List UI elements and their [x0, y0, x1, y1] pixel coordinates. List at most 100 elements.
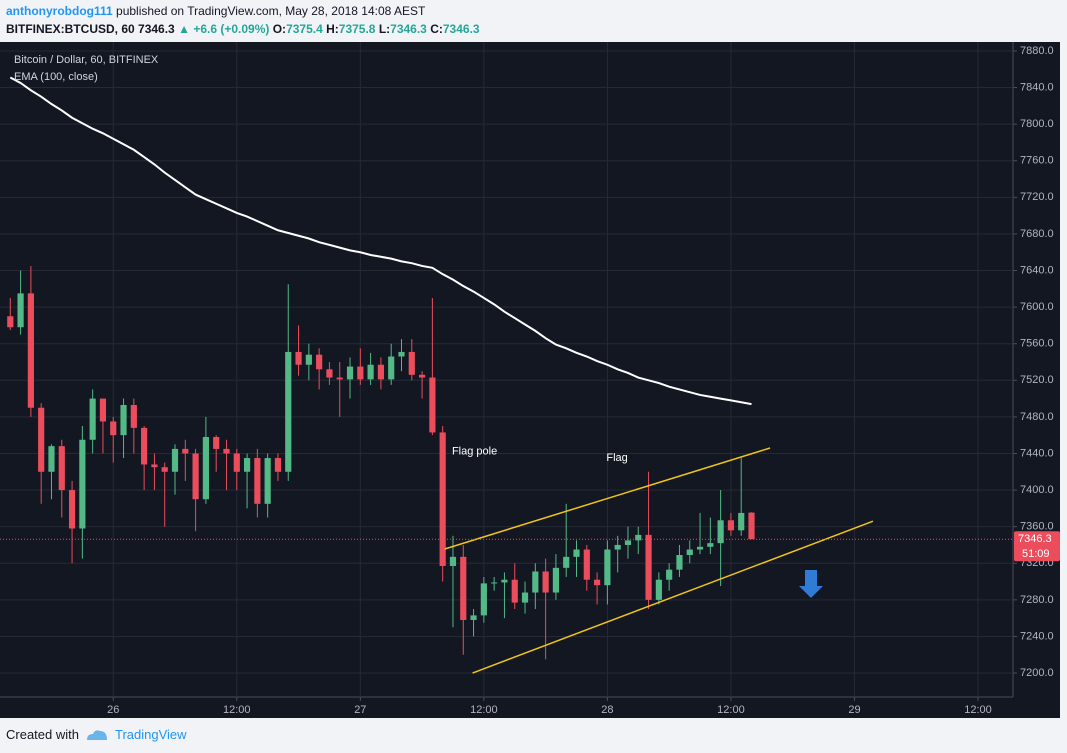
change-arrow: ▲: [178, 22, 190, 36]
candle-body: [480, 583, 487, 616]
close: 7346.3: [442, 22, 480, 36]
candle-body: [511, 579, 518, 603]
candle-body: [192, 453, 199, 500]
candle-body: [202, 437, 209, 500]
candle-body: [254, 458, 261, 504]
candle-body: [99, 398, 107, 422]
y-tick-label: 7200.0: [1020, 667, 1054, 679]
candle-body: [717, 520, 724, 544]
candle-body: [666, 569, 673, 580]
symbol-line: BITFINEX:BTCUSD, 60 7346.3 ▲ +6.6 (+0.09…: [6, 22, 480, 36]
candle-body: [223, 448, 230, 454]
x-tick-label: 27: [354, 704, 366, 716]
candle-body: [635, 534, 642, 541]
candle-body: [398, 351, 405, 357]
y-tick-label: 7360.0: [1020, 521, 1054, 533]
y-tick-label: 7560.0: [1020, 338, 1054, 350]
countdown: 51:09: [1022, 548, 1050, 560]
candle-body: [316, 354, 323, 370]
publisher[interactable]: anthonyrobdog111: [6, 4, 113, 18]
brand[interactable]: TradingView: [114, 727, 187, 742]
candle-body: [58, 446, 65, 491]
chart: 7200.07240.07280.07320.07360.07400.07440…: [0, 42, 1060, 718]
x-tick-label: 26: [107, 704, 119, 716]
high: 7375.8: [338, 22, 376, 36]
candle-body: [377, 364, 384, 380]
candle-body: [27, 293, 34, 408]
candle-body: [79, 439, 86, 529]
y-tick-label: 7720.0: [1020, 191, 1054, 203]
candle-body: [655, 579, 662, 600]
candle-body: [48, 446, 55, 472]
symbol: BITFINEX:BTCUSD, 60: [6, 22, 135, 36]
change: +6.6 (+0.09%): [193, 22, 270, 36]
candle-body: [346, 366, 354, 380]
candle-body: [367, 364, 374, 380]
candle-body: [501, 579, 508, 583]
candle-body: [624, 540, 632, 545]
candle-body: [151, 464, 158, 468]
ema-line: [9, 76, 752, 406]
candle-body: [696, 546, 704, 550]
created: Created with: [6, 727, 79, 742]
y-tick-label: 7520.0: [1020, 374, 1054, 386]
candle-body: [532, 571, 539, 593]
x-tick-label: 12:00: [717, 704, 745, 716]
last: 7346.3: [138, 22, 175, 36]
candle-body: [738, 512, 745, 531]
candle-body: [89, 398, 96, 440]
price-tag: [1014, 531, 1060, 562]
y-tick-label: 7600.0: [1020, 301, 1054, 313]
candle-body: [707, 543, 714, 547]
candle-body: [645, 534, 652, 600]
candle-body: [213, 437, 220, 449]
candle-body: [594, 579, 601, 586]
candle-body: [264, 458, 271, 504]
legend-ema: EMA (100, close): [14, 71, 98, 83]
candle-body: [17, 293, 24, 328]
candle-body: [68, 490, 76, 529]
candle-body: [274, 458, 282, 472]
candle-body: [305, 354, 312, 365]
candle-body: [388, 356, 395, 380]
candle-body: [563, 556, 570, 568]
price-tag-label: 7346.3: [1018, 533, 1052, 545]
candle-body: [161, 467, 168, 472]
y-tick-label: 7840.0: [1020, 81, 1054, 93]
candle-body: [182, 448, 189, 454]
candle-body: [614, 544, 621, 550]
header-line: anthonyrobdog111 published on TradingVie…: [6, 4, 425, 18]
x-tick-label: 28: [601, 704, 613, 716]
candle-body: [285, 351, 292, 472]
y-tick-label: 7240.0: [1020, 630, 1054, 642]
y-tick-label: 7280.0: [1020, 594, 1054, 606]
candle-body: [295, 351, 302, 365]
low: 7346.3: [390, 22, 427, 36]
candle-body: [727, 520, 735, 531]
low-label: L:: [378, 22, 391, 36]
candle-body: [449, 556, 457, 566]
x-tick-label: 12:00: [964, 704, 992, 716]
candle-body: [233, 453, 240, 472]
y-tick-label: 7760.0: [1020, 155, 1054, 167]
candle-body: [470, 615, 477, 620]
candle-body: [120, 404, 127, 436]
x-tick-label: 12:00: [470, 704, 498, 716]
y-tick-label: 7400.0: [1020, 484, 1054, 496]
legend-symbol: Bitcoin / Dollar, 60, BITFINEX: [14, 54, 159, 66]
candle-body: [748, 512, 755, 540]
candle-body: [418, 374, 426, 378]
candle-body: [491, 582, 498, 584]
candle-body: [7, 316, 14, 328]
x-tick-label: 12:00: [223, 704, 251, 716]
candle-body: [552, 567, 560, 593]
candle-body: [336, 377, 343, 380]
candle-body: [676, 555, 683, 570]
close-label: C:: [430, 22, 443, 36]
published: published on TradingView.com, May 28, 20…: [116, 4, 426, 18]
candle-body: [408, 351, 415, 375]
y-tick-label: 7680.0: [1020, 228, 1054, 240]
high-label: H:: [326, 22, 339, 36]
open: 7375.4: [286, 22, 323, 36]
